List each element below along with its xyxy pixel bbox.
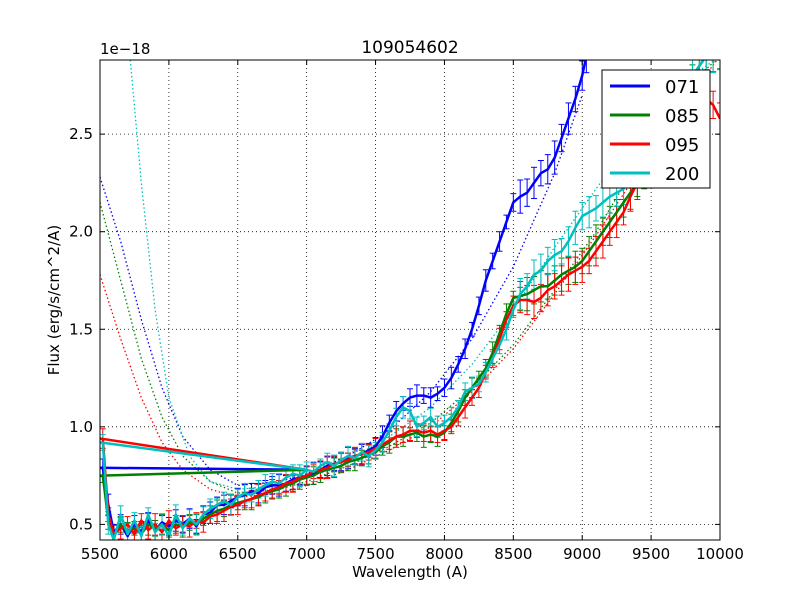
- x-tick-label: 6000: [150, 545, 188, 563]
- x-tick-label: 5500: [81, 545, 119, 563]
- y-tick-label: 2.5: [69, 125, 93, 143]
- legend-label: 095: [665, 135, 699, 156]
- x-tick-label: 9000: [563, 545, 601, 563]
- plot-area: 5500 6000 6500 7000 7500 8000 8500 9000 9500 1000…: [69, 59, 744, 563]
- legend-label: 200: [665, 164, 699, 185]
- x-tick-label: 7000: [288, 545, 326, 563]
- x-tick-label: 10000: [696, 545, 744, 563]
- x-tick-label: 8000: [425, 545, 463, 563]
- y-tick-label: 1.0: [69, 418, 93, 436]
- x-tick-label: 9500: [632, 545, 670, 563]
- plot-frame: [99, 59, 721, 541]
- y-tick-label: 0.5: [69, 515, 93, 533]
- x-tick-label: 6500: [219, 545, 257, 563]
- legend-box: [601, 69, 711, 189]
- chart-title: 109054602: [361, 38, 458, 58]
- y-axis-label: Flux (erg/s/cm^2/A): [45, 225, 63, 376]
- offset-label: 1e−18: [100, 40, 150, 58]
- x-axis-label: Wavelength (A): [352, 563, 468, 581]
- legend: 071 085 095 200: [601, 69, 711, 189]
- gap-line-071: [100, 466, 307, 472]
- fit-line-071: [100, 94, 583, 487]
- y-tick-label: 2.0: [69, 223, 93, 241]
- x-tick-label: 7500: [356, 545, 394, 563]
- x-tick-label: 8500: [494, 545, 532, 563]
- gap-line-085: [100, 468, 307, 477]
- series-line-095: [101, 93, 720, 536]
- series-line-085: [101, 60, 705, 538]
- gap-line-200: [100, 441, 307, 472]
- series-line-200: [101, 60, 705, 540]
- y-tick-label: 1.5: [69, 320, 93, 338]
- legend-label: 085: [665, 106, 699, 127]
- legend-label: 071: [665, 77, 699, 98]
